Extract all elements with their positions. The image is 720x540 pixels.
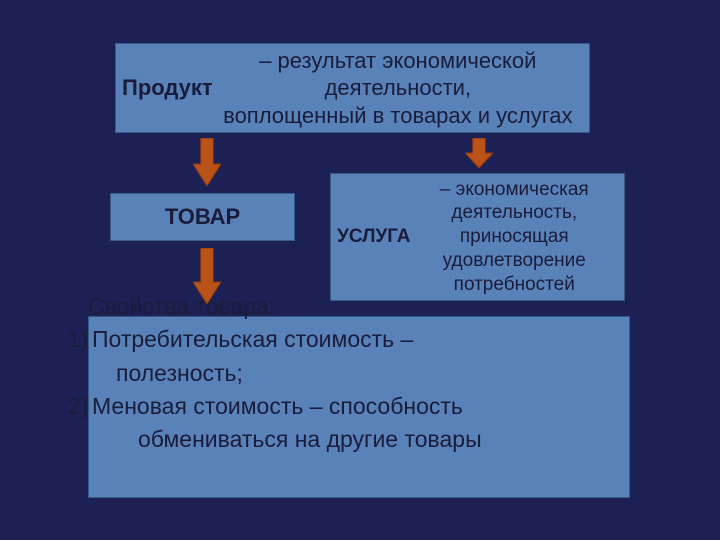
product-box: Продукт – результат экономической деятел…	[115, 43, 590, 133]
props-item1-a: Потребительская стоимость –	[92, 323, 413, 356]
diagram-stage: Продукт – результат экономической деятел…	[0, 0, 720, 540]
props-item1-b: полезность;	[116, 357, 642, 390]
props-title: Свойства товара:	[88, 290, 642, 323]
props-text: Свойства товара:1)Потребительская стоимо…	[60, 290, 642, 457]
props-item2-b: обмениваться на другие товары	[138, 423, 642, 456]
usluga-box: УСЛУГА – экономическая деятельность, при…	[330, 173, 625, 301]
props-item1-num: 1)	[60, 323, 92, 356]
tovar-box: ТОВАР	[110, 193, 295, 241]
props-item2-a: Меновая стоимость – способность	[92, 390, 463, 423]
props-item2-num: 2)	[60, 390, 92, 423]
down-arrow-icon	[193, 248, 221, 304]
down-arrow-icon	[465, 138, 493, 168]
down-arrow-icon	[193, 138, 221, 186]
